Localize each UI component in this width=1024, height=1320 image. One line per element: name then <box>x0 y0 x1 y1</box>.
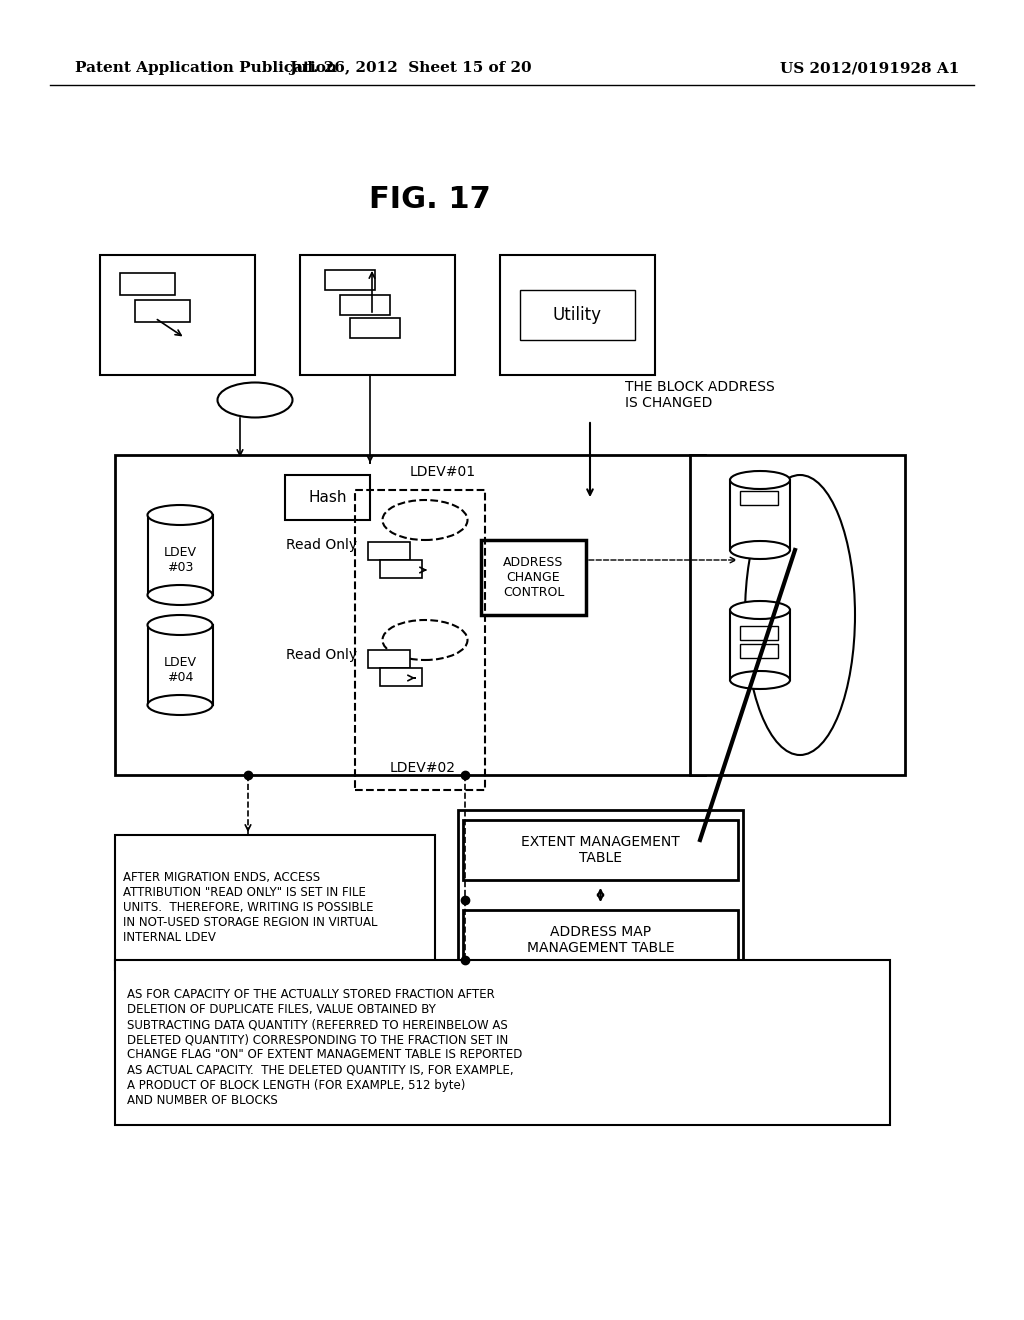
Text: EXTENT MANAGEMENT
TABLE: EXTENT MANAGEMENT TABLE <box>521 836 680 865</box>
Ellipse shape <box>730 541 790 558</box>
Bar <box>148 515 213 595</box>
Ellipse shape <box>383 620 468 660</box>
Text: Jul. 26, 2012  Sheet 15 of 20: Jul. 26, 2012 Sheet 15 of 20 <box>289 61 531 75</box>
FancyBboxPatch shape <box>500 255 655 375</box>
Bar <box>368 543 410 560</box>
Ellipse shape <box>730 471 790 488</box>
Bar <box>520 290 635 341</box>
Bar <box>463 909 738 970</box>
Text: LDEV#01: LDEV#01 <box>410 465 476 479</box>
Ellipse shape <box>147 615 213 635</box>
Text: ADDRESS
CHANGE
CONTROL: ADDRESS CHANGE CONTROL <box>503 556 564 599</box>
Bar <box>135 300 190 322</box>
Ellipse shape <box>147 696 213 715</box>
Bar <box>690 455 905 775</box>
Text: Read Only: Read Only <box>286 539 357 552</box>
Bar <box>355 490 485 789</box>
Bar <box>380 560 422 578</box>
Ellipse shape <box>730 601 790 619</box>
Ellipse shape <box>147 585 213 605</box>
Text: LDEV
#04: LDEV #04 <box>164 656 197 684</box>
FancyBboxPatch shape <box>100 255 255 375</box>
Bar <box>740 491 778 506</box>
Text: Hash: Hash <box>308 490 347 506</box>
Ellipse shape <box>147 506 213 525</box>
Text: ADDRESS MAP
MANAGEMENT TABLE: ADDRESS MAP MANAGEMENT TABLE <box>526 925 675 956</box>
Bar <box>120 273 175 294</box>
Bar <box>325 271 375 290</box>
Text: THE BLOCK ADDRESS
IS CHANGED: THE BLOCK ADDRESS IS CHANGED <box>625 380 775 411</box>
Bar <box>463 820 738 880</box>
Bar <box>340 294 390 315</box>
Text: AS FOR CAPACITY OF THE ACTUALLY STORED FRACTION AFTER
DELETION OF DUPLICATE FILE: AS FOR CAPACITY OF THE ACTUALLY STORED F… <box>127 989 522 1106</box>
Bar <box>148 624 213 705</box>
Bar <box>350 318 400 338</box>
Ellipse shape <box>217 383 293 417</box>
Bar <box>380 668 422 686</box>
Text: Read Only: Read Only <box>286 648 357 663</box>
Bar <box>740 644 778 657</box>
Text: AFTER MIGRATION ENDS, ACCESS
ATTRIBUTION "READ ONLY" IS SET IN FILE
UNITS.  THER: AFTER MIGRATION ENDS, ACCESS ATTRIBUTION… <box>123 871 378 944</box>
Text: Patent Application Publication: Patent Application Publication <box>75 61 337 75</box>
Bar <box>368 649 410 668</box>
Ellipse shape <box>730 671 790 689</box>
Bar <box>115 960 890 1125</box>
Text: FIG. 17: FIG. 17 <box>369 186 490 214</box>
Text: LDEV
#03: LDEV #03 <box>164 546 197 574</box>
Bar <box>730 610 790 680</box>
Bar <box>285 475 370 520</box>
Text: Utility: Utility <box>553 306 601 323</box>
FancyBboxPatch shape <box>300 255 455 375</box>
Bar <box>481 540 586 615</box>
Bar <box>115 455 705 775</box>
Text: US 2012/0191928 A1: US 2012/0191928 A1 <box>780 61 959 75</box>
Text: LDEV#02: LDEV#02 <box>390 762 456 775</box>
Ellipse shape <box>383 500 468 540</box>
Bar <box>115 836 435 970</box>
Bar <box>730 480 790 550</box>
Bar <box>458 810 743 979</box>
Bar <box>740 626 778 640</box>
